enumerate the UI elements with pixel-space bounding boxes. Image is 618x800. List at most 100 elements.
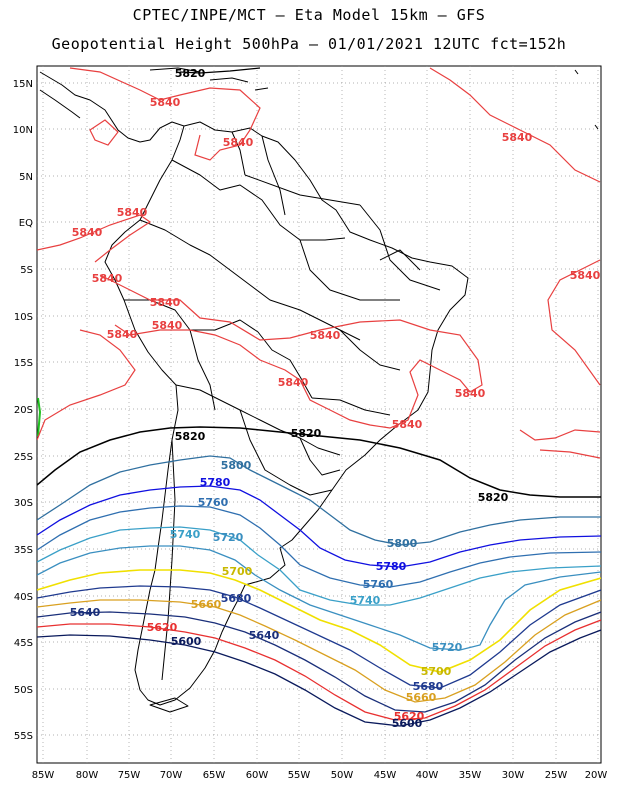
contour-label: 5760 — [363, 578, 394, 591]
contour-label: 5840 — [310, 329, 341, 342]
coastlines — [39, 67, 599, 713]
contour-5680 — [37, 585, 601, 689]
lat-label: 10S — [14, 312, 33, 323]
contour-label: 5680 — [413, 680, 444, 693]
contour-label: 5840 — [392, 418, 423, 431]
contour-label: 5820 — [291, 427, 322, 440]
lat-label: 5N — [19, 172, 33, 183]
lon-label: 45W — [374, 770, 397, 781]
contour-label: 5720 — [432, 641, 463, 654]
contour-label: 5840 — [570, 269, 601, 282]
lat-label: 5S — [20, 265, 33, 276]
lat-label: 40S — [14, 592, 33, 603]
lon-label: 55W — [288, 770, 311, 781]
contour-label: 5700 — [222, 565, 253, 578]
contour-label: 5840 — [150, 296, 181, 309]
contour-label: 5840 — [92, 272, 123, 285]
lat-label: 25S — [14, 452, 33, 463]
contour-5840 — [89, 119, 119, 146]
contour-5800 — [37, 455, 601, 546]
contour-5660 — [37, 599, 601, 703]
map-frame — [36, 65, 602, 764]
contour-label: 5780 — [376, 560, 407, 573]
contour-label: 5680 — [221, 592, 252, 605]
contour-label: 5600 — [171, 635, 202, 648]
contour-label: 5840 — [72, 226, 103, 239]
contour-label: 5840 — [502, 131, 533, 144]
contour-5840 — [37, 329, 136, 441]
lon-label: 25W — [545, 770, 568, 781]
contour-label: 5620 — [394, 710, 425, 723]
lat-label: 15N — [13, 79, 33, 90]
contour-5840 — [99, 274, 483, 429]
contour-5840 — [37, 214, 152, 263]
contour-label: 5620 — [147, 621, 178, 634]
contour-label: 5820 — [175, 67, 206, 80]
contour-label: 5840 — [117, 206, 148, 219]
contour-5640 — [37, 611, 601, 713]
contour-labels: 5820 5840 5840 5840 5840 5840 5840 5840 … — [70, 67, 601, 730]
contour-label: 5840 — [107, 328, 138, 341]
lon-label: 50W — [331, 770, 354, 781]
contour-green — [37, 397, 42, 437]
contour-label: 5800 — [221, 459, 252, 472]
contour-label: 5820 — [175, 430, 206, 443]
lat-label: EQ — [19, 218, 33, 229]
lon-label: 40W — [416, 770, 439, 781]
map-title: CPTEC/INPE/MCT – Eta Model 15km – GFS — [132, 6, 486, 24]
contour-5720 — [37, 545, 601, 651]
contour-label: 5740 — [350, 594, 381, 607]
lon-label: 30W — [502, 770, 525, 781]
contour-5780 — [37, 485, 601, 568]
contour-5600 — [37, 629, 601, 727]
contour-label: 5820 — [478, 491, 509, 504]
lat-label: 10N — [13, 125, 33, 136]
contour-label: 5700 — [421, 665, 452, 678]
contour-5840 — [429, 67, 601, 183]
contour-label: 5720 — [213, 531, 244, 544]
contour-label: 5660 — [406, 691, 437, 704]
contour-5840 — [69, 67, 261, 161]
contour-5700 — [37, 569, 601, 673]
contour-label: 5600 — [392, 717, 423, 730]
lat-label: 45S — [14, 638, 33, 649]
lon-label: 35W — [459, 770, 482, 781]
lon-label: 20W — [585, 770, 608, 781]
contour-5840 — [519, 429, 601, 441]
contour-5740 — [37, 526, 601, 606]
contour-label: 5760 — [198, 496, 229, 509]
lat-label: 30S — [14, 498, 33, 509]
contour-label: 5800 — [387, 537, 418, 550]
contours-5840 — [37, 67, 601, 459]
contour-5840 — [547, 259, 601, 386]
lon-label: 85W — [32, 770, 55, 781]
contour-5820 — [179, 67, 261, 74]
lat-label: 35S — [14, 545, 33, 556]
lat-label: 20S — [14, 405, 33, 416]
lon-label: 65W — [203, 770, 226, 781]
lon-label: 70W — [160, 770, 183, 781]
longitude-labels: 85W 80W 75W 70W 65W 60W 55W 50W 45W 40W … — [32, 770, 608, 781]
contour-label: 5840 — [455, 387, 486, 400]
contour-5840 — [539, 449, 601, 459]
contour-label: 5780 — [200, 476, 231, 489]
map-subtitle: Geopotential Height 500hPa – 01/01/2021 … — [51, 35, 567, 53]
contour-label: 5840 — [150, 96, 181, 109]
contour-label: 5840 — [152, 319, 183, 332]
lat-label: 55S — [14, 731, 33, 742]
contour-5820 — [37, 426, 601, 498]
lat-label: 50S — [14, 685, 33, 696]
contour-label: 5640 — [70, 606, 101, 619]
lon-label: 60W — [246, 770, 269, 781]
contour-label: 5840 — [278, 376, 309, 389]
lat-label: 15S — [14, 358, 33, 369]
latitude-labels: 15N 10N 5N EQ 5S 10S 15S 20S 25S 30S 35S… — [13, 79, 33, 742]
contour-label: 5840 — [223, 136, 254, 149]
contour-5760 — [37, 505, 601, 588]
contour-5620 — [37, 619, 601, 721]
contour-label: 5660 — [191, 598, 222, 611]
contour-label: 5640 — [249, 629, 280, 642]
lon-label: 80W — [76, 770, 99, 781]
contour-label: 5740 — [170, 528, 201, 541]
